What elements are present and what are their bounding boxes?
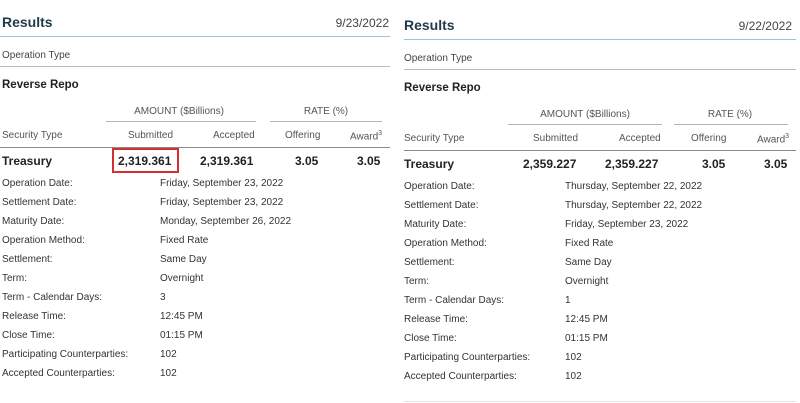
detail-label: Settlement Date: xyxy=(404,200,479,211)
detail-label: Maturity Date: xyxy=(2,216,65,227)
rate-group-header: RATE (%) xyxy=(707,109,753,120)
detail-value: Monday, September 26, 2022 xyxy=(160,216,292,227)
detail-value: Friday, September 23, 2022 xyxy=(160,197,284,208)
table-header-divider xyxy=(0,147,390,148)
rate-group-header: RATE (%) xyxy=(303,106,349,117)
detail-label: Term: xyxy=(404,276,429,287)
detail-label: Accepted Counterparties: xyxy=(404,371,517,382)
submitted-value: 2,359.227 xyxy=(523,157,577,171)
operation-type-label: Operation Type xyxy=(404,53,473,64)
award-header: Award3 xyxy=(350,130,383,143)
submitted-value: 2,319.361 xyxy=(118,154,172,168)
award-header: Award3 xyxy=(757,133,790,146)
accepted-value: 2,359.227 xyxy=(605,157,659,171)
rate-group-line xyxy=(270,121,382,122)
offering-value: 3.05 xyxy=(295,154,319,168)
submitted-header: Submitted xyxy=(533,133,579,144)
offering-value: 3.05 xyxy=(702,157,726,171)
operation-name: Reverse Repo xyxy=(404,82,481,94)
detail-label: Participating Counterparties: xyxy=(2,349,129,360)
detail-value: 1 xyxy=(565,295,571,306)
detail-value: Friday, September 23, 2022 xyxy=(565,219,689,230)
detail-value: 102 xyxy=(565,371,582,382)
detail-label: Settlement Date: xyxy=(2,197,77,208)
detail-label: Maturity Date: xyxy=(404,219,467,230)
detail-value: 102 xyxy=(160,349,177,360)
offering-header: Offering xyxy=(691,133,727,144)
detail-value: 3 xyxy=(160,292,166,303)
detail-value: 102 xyxy=(160,368,177,379)
operation-name: Reverse Repo xyxy=(2,79,79,91)
security-treasury: Treasury xyxy=(404,157,455,171)
results-heading: Results xyxy=(2,14,53,30)
detail-label: Settlement: xyxy=(404,257,455,268)
detail-label: Term - Calendar Days: xyxy=(2,292,103,303)
results-heading: Results xyxy=(404,17,455,33)
operation-type-label: Operation Type xyxy=(2,50,71,61)
detail-label: Close Time: xyxy=(2,330,55,341)
accepted-value: 2,319.361 xyxy=(200,154,254,168)
rate-group-line xyxy=(674,124,788,125)
amount-group-header: AMOUNT ($Billions) xyxy=(540,109,630,120)
results-date: 9/23/2022 xyxy=(335,16,389,30)
amount-group-line xyxy=(106,121,256,122)
offering-header: Offering xyxy=(285,130,321,141)
results-panel-right: Results 9/22/2022 Operation Type Reverse… xyxy=(404,0,796,403)
detail-label: Accepted Counterparties: xyxy=(2,368,115,379)
operation-type-divider xyxy=(404,69,796,70)
detail-value: 01:15 PM xyxy=(565,333,608,344)
detail-label: Operation Date: xyxy=(2,178,73,189)
submitted-highlight-box xyxy=(112,148,179,173)
detail-value: Overnight xyxy=(565,276,609,287)
accepted-header: Accepted xyxy=(213,130,255,141)
operation-type-divider xyxy=(0,66,390,67)
detail-value: Same Day xyxy=(160,254,207,265)
detail-label: Participating Counterparties: xyxy=(404,352,531,363)
detail-value: 01:15 PM xyxy=(160,330,203,341)
detail-value: Friday, September 23, 2022 xyxy=(160,178,284,189)
detail-label: Operation Method: xyxy=(404,238,487,249)
detail-label: Operation Date: xyxy=(404,181,475,192)
detail-label: Operation Method: xyxy=(2,235,85,246)
detail-label: Term: xyxy=(2,273,27,284)
submitted-header: Submitted xyxy=(128,130,174,141)
detail-value: 102 xyxy=(565,352,582,363)
security-treasury: Treasury xyxy=(2,154,53,168)
accepted-header: Accepted xyxy=(619,133,661,144)
detail-value: Fixed Rate xyxy=(160,235,209,246)
detail-label: Term - Calendar Days: xyxy=(404,295,505,306)
amount-group-header: AMOUNT ($Billions) xyxy=(134,106,224,117)
security-type-header: Security Type xyxy=(404,133,465,144)
award-value: 3.05 xyxy=(357,154,381,168)
award-value: 3.05 xyxy=(764,157,788,171)
detail-value: Same Day xyxy=(565,257,612,268)
detail-value: Thursday, September 22, 2022 xyxy=(565,181,703,192)
detail-label: Settlement: xyxy=(2,254,53,265)
detail-label: Release Time: xyxy=(404,314,468,325)
security-type-header: Security Type xyxy=(2,130,63,141)
detail-label: Close Time: xyxy=(404,333,457,344)
results-panel-left: Results 9/23/2022 Operation Type Reverse… xyxy=(0,0,390,403)
table-header-divider xyxy=(404,150,796,151)
detail-value: Overnight xyxy=(160,273,204,284)
amount-group-line xyxy=(508,124,662,125)
panel-bottom-divider xyxy=(404,401,796,402)
detail-label: Release Time: xyxy=(2,311,66,322)
detail-value: Thursday, September 22, 2022 xyxy=(565,200,703,211)
results-date: 9/22/2022 xyxy=(738,19,792,33)
heading-divider xyxy=(0,36,390,37)
detail-value: 12:45 PM xyxy=(565,314,608,325)
detail-value: Fixed Rate xyxy=(565,238,614,249)
heading-divider xyxy=(404,39,796,40)
detail-value: 12:45 PM xyxy=(160,311,203,322)
